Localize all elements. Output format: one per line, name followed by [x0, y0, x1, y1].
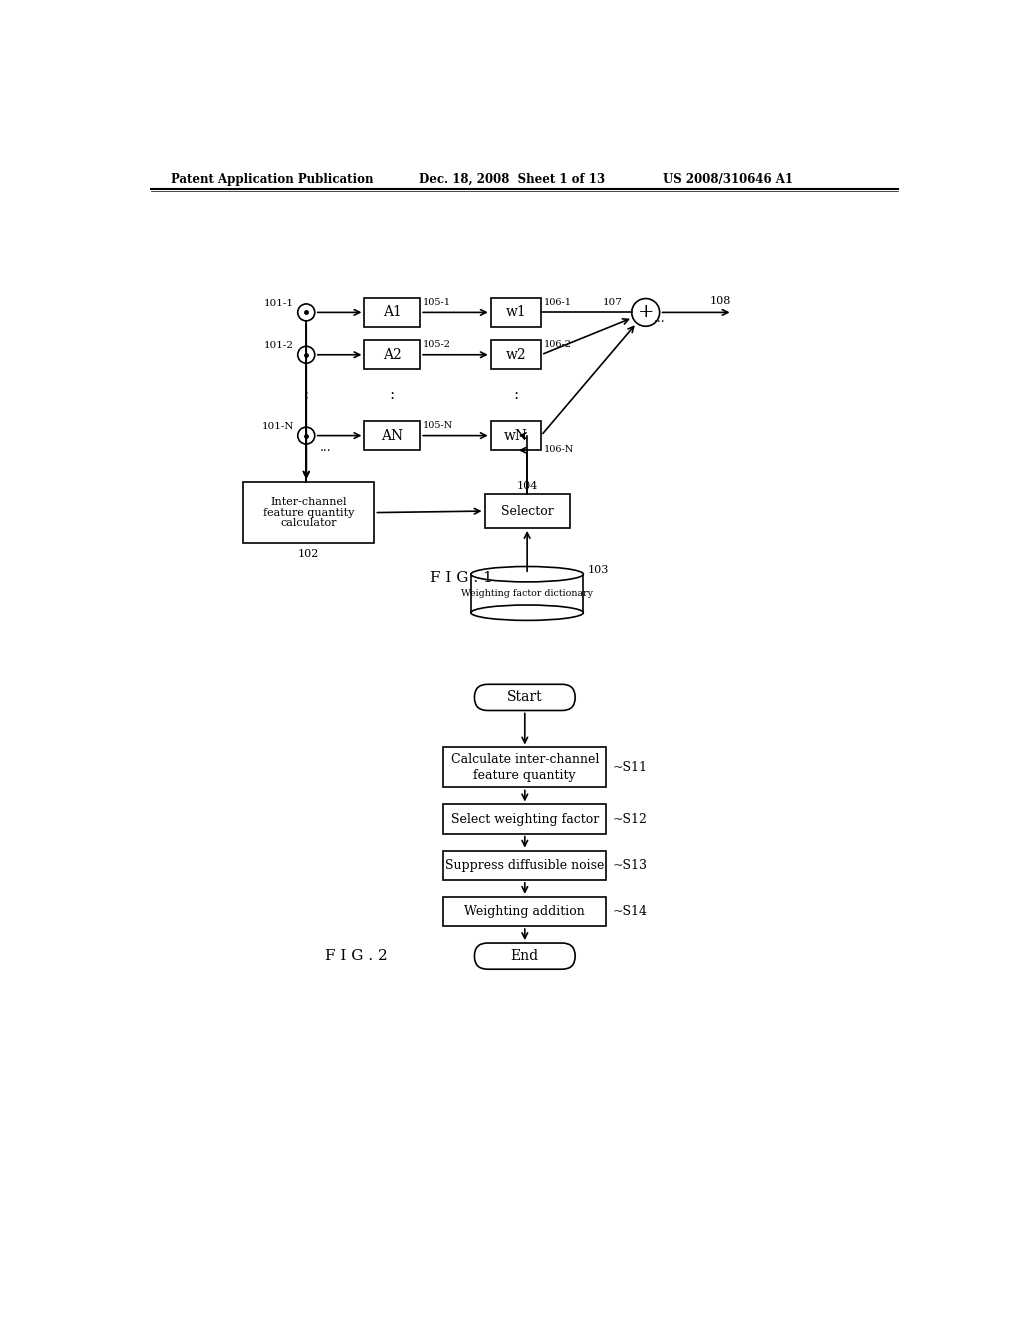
Text: 108: 108: [710, 296, 731, 306]
FancyBboxPatch shape: [474, 684, 575, 710]
Bar: [490, 298, 541, 327]
Bar: [484, 494, 569, 528]
Text: 106-N: 106-N: [544, 445, 574, 454]
Text: Selector: Selector: [501, 504, 554, 517]
Text: Select weighting factor: Select weighting factor: [451, 813, 599, 825]
Text: 105-N: 105-N: [423, 421, 454, 430]
Text: Patent Application Publication: Patent Application Publication: [171, 173, 373, 186]
Text: ~S13: ~S13: [612, 859, 647, 871]
Text: 105-1: 105-1: [423, 298, 452, 308]
Text: Calculate inter-channel: Calculate inter-channel: [451, 754, 599, 767]
Bar: [443, 896, 606, 927]
Bar: [490, 341, 541, 370]
Text: 103: 103: [587, 565, 608, 576]
Text: F I G . 2: F I G . 2: [326, 949, 388, 964]
Text: Suppress diffusible noise: Suppress diffusible noise: [445, 859, 604, 871]
Text: ~S14: ~S14: [612, 906, 647, 917]
FancyBboxPatch shape: [474, 942, 575, 969]
Bar: [365, 421, 420, 450]
Bar: [443, 747, 606, 788]
Text: feature quantity: feature quantity: [473, 768, 577, 781]
Text: +: +: [638, 304, 654, 321]
Text: 106-1: 106-1: [544, 298, 572, 308]
Text: 102: 102: [298, 549, 319, 560]
Text: 101-2: 101-2: [264, 341, 294, 350]
Text: ~S12: ~S12: [612, 813, 647, 825]
Text: w1: w1: [506, 305, 526, 319]
Text: :: :: [390, 388, 395, 403]
Text: :: :: [513, 388, 518, 403]
Text: Start: Start: [507, 690, 543, 705]
Text: A2: A2: [383, 347, 401, 362]
Bar: [443, 804, 606, 834]
Text: 105-2: 105-2: [423, 341, 452, 350]
Text: Dec. 18, 2008  Sheet 1 of 13: Dec. 18, 2008 Sheet 1 of 13: [419, 173, 605, 186]
Text: 101-1: 101-1: [264, 298, 294, 308]
Text: 101-N: 101-N: [261, 422, 294, 430]
Bar: [490, 421, 541, 450]
Text: wN: wN: [504, 429, 528, 442]
Bar: [365, 341, 420, 370]
Ellipse shape: [471, 605, 584, 620]
Text: ~S11: ~S11: [612, 760, 647, 774]
Text: 107: 107: [602, 298, 623, 308]
Text: ...: ...: [653, 312, 665, 325]
Bar: [365, 298, 420, 327]
Text: F I G . 1: F I G . 1: [430, 572, 493, 585]
Bar: [443, 850, 606, 880]
Text: Weighting addition: Weighting addition: [465, 906, 585, 917]
Bar: [243, 482, 375, 544]
Text: End: End: [511, 949, 539, 964]
Text: 104: 104: [516, 482, 538, 491]
Text: Inter-channel: Inter-channel: [270, 496, 347, 507]
Text: AN: AN: [381, 429, 403, 442]
Text: feature quantity: feature quantity: [263, 508, 354, 517]
Text: :: :: [304, 388, 309, 403]
Text: ...: ...: [319, 441, 332, 454]
Text: 106-2: 106-2: [544, 341, 572, 350]
Text: US 2008/310646 A1: US 2008/310646 A1: [663, 173, 793, 186]
Bar: [471, 574, 584, 612]
Text: w2: w2: [506, 347, 526, 362]
Ellipse shape: [471, 566, 584, 582]
Text: A1: A1: [383, 305, 401, 319]
Text: calculator: calculator: [281, 519, 337, 528]
Text: Weighting factor dictionary: Weighting factor dictionary: [461, 589, 593, 598]
